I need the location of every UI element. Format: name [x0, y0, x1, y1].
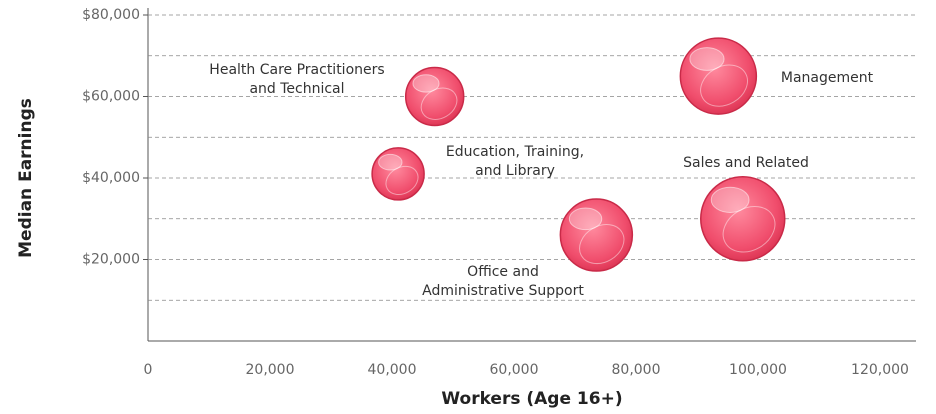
- y-tick-label: $80,000: [82, 7, 140, 23]
- bubble-body: [679, 37, 758, 115]
- bubble-highlight: [710, 186, 750, 213]
- bubble-label: and Library: [475, 163, 555, 179]
- x-tick-label: 0: [144, 362, 153, 378]
- x-tick-label: 20,000: [246, 362, 295, 378]
- x-tick-label: 120,000: [851, 362, 909, 378]
- y-tick-label: $60,000: [82, 89, 140, 105]
- bubble: [700, 176, 786, 262]
- bubble-label: Management: [781, 70, 874, 86]
- y-axis-title: Median Earnings: [16, 98, 36, 258]
- x-tick-label: 80,000: [612, 362, 661, 378]
- bubble-highlight: [412, 74, 440, 93]
- y-tick-label: $40,000: [82, 170, 140, 186]
- x-tick-label: 60,000: [490, 362, 539, 378]
- y-tick-label: $20,000: [82, 252, 140, 268]
- bubble-highlight: [700, 64, 748, 107]
- bubble-body: [371, 147, 425, 201]
- bubble-highlight: [568, 207, 603, 231]
- bubble-highlight: [689, 47, 725, 71]
- bubble-label: Education, Training,: [446, 144, 584, 160]
- bubble-highlight: [579, 224, 625, 265]
- bubble-highlight: [722, 206, 776, 253]
- bubble-body: [700, 176, 786, 262]
- bubble-label: Sales and Related: [683, 155, 809, 171]
- bubble-body: [559, 198, 634, 272]
- x-tick-label: 100,000: [729, 362, 787, 378]
- bubble-highlight: [420, 87, 458, 120]
- bubble: [371, 147, 425, 201]
- bubble-highlight: [378, 153, 403, 171]
- bubble: [679, 37, 758, 115]
- bubble-body: [404, 66, 465, 127]
- bubble-label: and Technical: [249, 81, 344, 97]
- bubble-highlight: [385, 165, 419, 196]
- x-axis-title: Workers (Age 16+): [441, 389, 622, 409]
- bubble-label: Office and: [467, 264, 539, 280]
- bubble: [404, 66, 465, 127]
- bubble-label: Administrative Support: [422, 283, 584, 299]
- bubble-label: Health Care Practitioners: [209, 62, 384, 78]
- x-tick-label: 40,000: [368, 362, 417, 378]
- bubble: [559, 198, 634, 272]
